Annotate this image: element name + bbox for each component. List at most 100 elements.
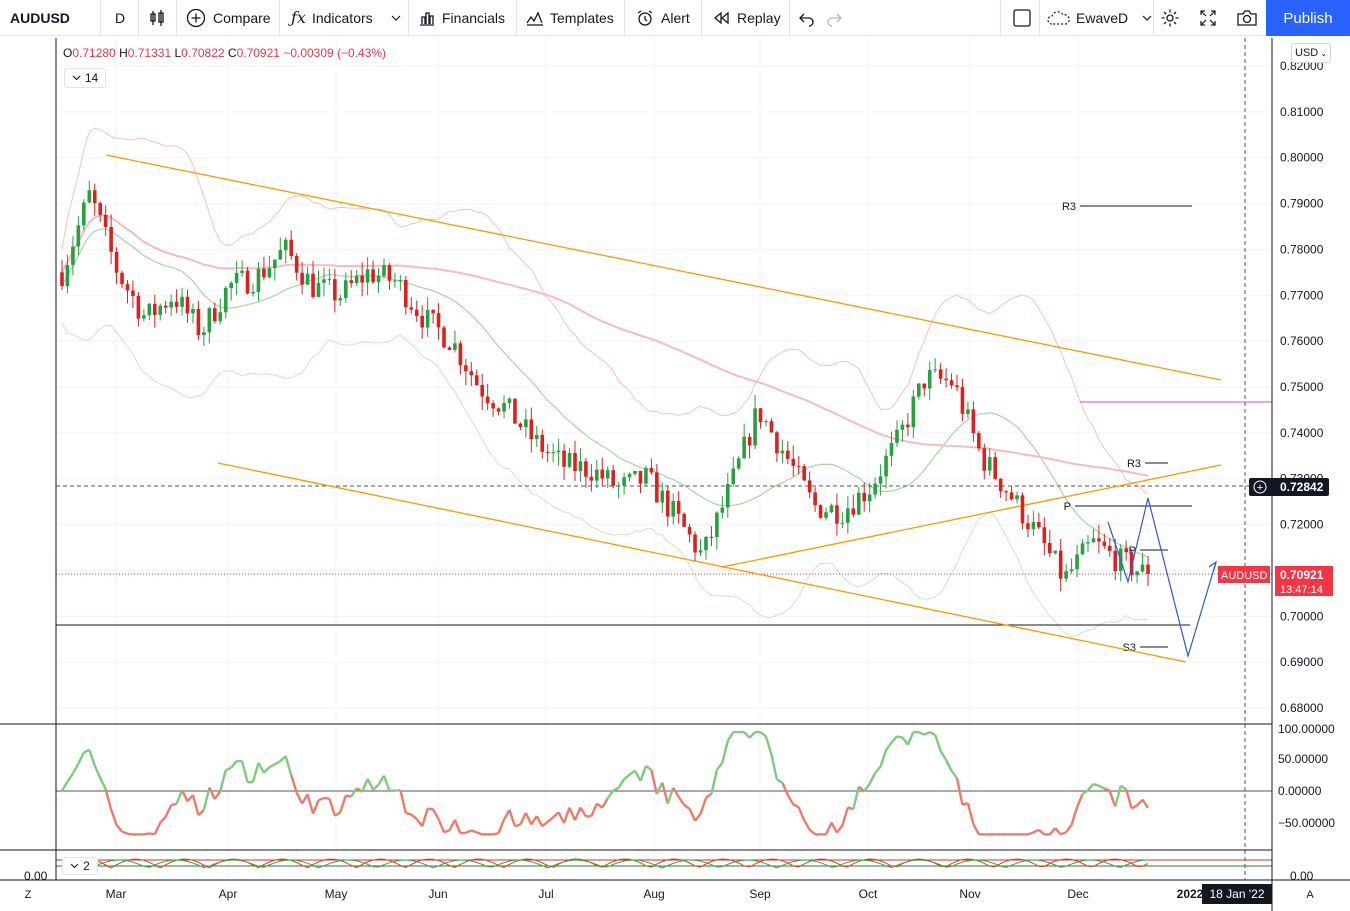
osc-segment [164, 804, 173, 818]
osc-segment [688, 808, 697, 822]
osc-segment [590, 803, 598, 817]
last-symbol-label: AUDUSD [1221, 570, 1268, 582]
candle-body [174, 301, 179, 307]
symbol-search[interactable]: AUDUSD [10, 9, 70, 26]
candle-body [485, 396, 490, 404]
candle-body [987, 457, 992, 471]
candle-body [573, 452, 577, 472]
candle-body [169, 301, 173, 308]
candle-body [245, 270, 250, 294]
candle-body [649, 468, 654, 473]
replay-button[interactable]: Replay [712, 0, 781, 35]
indicators-button[interactable]: ƒx Indicators [291, 0, 401, 35]
alert-button[interactable]: Alert [636, 0, 690, 35]
osc-segment [633, 770, 642, 782]
cursor-date-tag [1202, 884, 1272, 904]
candle-body [524, 419, 528, 428]
interval-button[interactable]: D [115, 9, 126, 26]
candle-body [147, 303, 152, 316]
osc-length-toggle[interactable]: 2 [62, 857, 98, 875]
price-tick-label: 0.70000 [1280, 609, 1324, 623]
osc-segment [127, 832, 134, 836]
candle-body [474, 375, 479, 385]
fullscreen-icon [1200, 9, 1216, 26]
candle-body [1086, 542, 1090, 544]
candle-body [453, 343, 457, 350]
osc-segment [149, 832, 155, 836]
pivot-label: P [1064, 501, 1071, 513]
candle-body [322, 279, 326, 283]
price-candles [60, 180, 1150, 592]
osc-segment [601, 797, 609, 809]
osc-segment [427, 807, 434, 811]
candle-body [1129, 552, 1134, 576]
candle-body [616, 485, 621, 487]
financials-button[interactable]: Financials [418, 0, 505, 35]
osc-segment [421, 808, 429, 827]
candle-body [142, 315, 146, 319]
pivot-label: P [1129, 545, 1136, 557]
candle-body [71, 246, 75, 266]
candle-body [109, 227, 113, 252]
snapshot-button[interactable] [1236, 0, 1258, 35]
settings-button[interactable] [1160, 0, 1180, 35]
osc-segment [350, 787, 358, 798]
layout-square-button[interactable] [1012, 0, 1032, 35]
osc-segment [885, 741, 893, 751]
candle-body [343, 280, 348, 299]
divider [279, 0, 280, 35]
candle-body [136, 295, 141, 319]
osc-segment [295, 792, 304, 805]
divider [516, 0, 517, 35]
osc-segment [1038, 829, 1046, 836]
candle-body [103, 214, 108, 228]
candle-body [1042, 527, 1047, 544]
candle-body [824, 512, 828, 518]
osc-segment [929, 731, 936, 736]
osc-segment [60, 780, 69, 792]
length-input-toggle[interactable]: 14 [64, 68, 106, 88]
candle-body [971, 409, 976, 434]
layout-menu-button[interactable]: EwaveD [1046, 0, 1152, 35]
redo-button[interactable] [825, 0, 843, 35]
candle-body [1146, 564, 1150, 575]
osc-segment [274, 760, 281, 766]
candle-body [944, 378, 948, 381]
candle-body [878, 476, 883, 484]
undo-button[interactable] [798, 0, 816, 35]
candle-body [758, 408, 763, 423]
candle-body [496, 408, 501, 412]
candle-body [1091, 538, 1096, 543]
fullscreen-button[interactable] [1199, 0, 1217, 35]
divider [1039, 0, 1040, 35]
candle-body [338, 298, 343, 301]
currency-selector[interactable]: USD ⌄ [1291, 43, 1331, 63]
candle-body [622, 477, 626, 486]
osc-segment [579, 806, 587, 818]
templates-button[interactable]: Templates [526, 0, 614, 35]
osc-segment [1098, 784, 1105, 790]
divider [701, 0, 702, 35]
divider [100, 0, 101, 35]
candles-icon[interactable] [148, 0, 166, 35]
osc-segment [699, 797, 708, 815]
osc-segment [415, 818, 424, 828]
candle-body [213, 308, 217, 322]
osc-segment [901, 736, 909, 746]
open-value: 0.71280 [72, 46, 116, 60]
candle-body [240, 270, 244, 274]
oscillator2-pane [56, 858, 1272, 869]
osc-length-value: 2 [83, 859, 90, 873]
compare-button[interactable]: Compare [186, 0, 271, 35]
wave-path [1107, 497, 1217, 659]
middle-band [61, 228, 1149, 558]
publish-button[interactable]: Publish [1266, 0, 1350, 36]
chart-grid [56, 38, 1272, 880]
candle-body [431, 309, 435, 314]
candle-body [982, 448, 987, 471]
osc-segment [868, 772, 877, 785]
candle-body [262, 268, 266, 278]
candle-body [791, 458, 796, 466]
candle-body [851, 508, 856, 515]
